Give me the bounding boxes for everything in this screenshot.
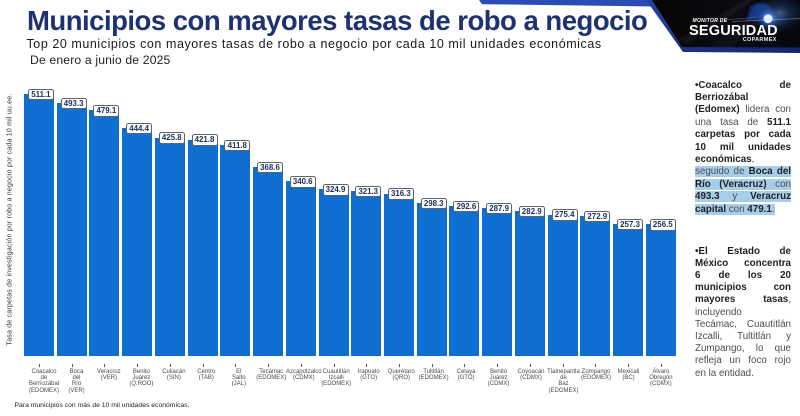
svg-text:COPARMEX: COPARMEX (743, 37, 777, 43)
svg-text:MONITOR DE: MONITOR DE (693, 18, 728, 24)
svg-text:SEGURIDAD: SEGURIDAD (689, 23, 778, 39)
